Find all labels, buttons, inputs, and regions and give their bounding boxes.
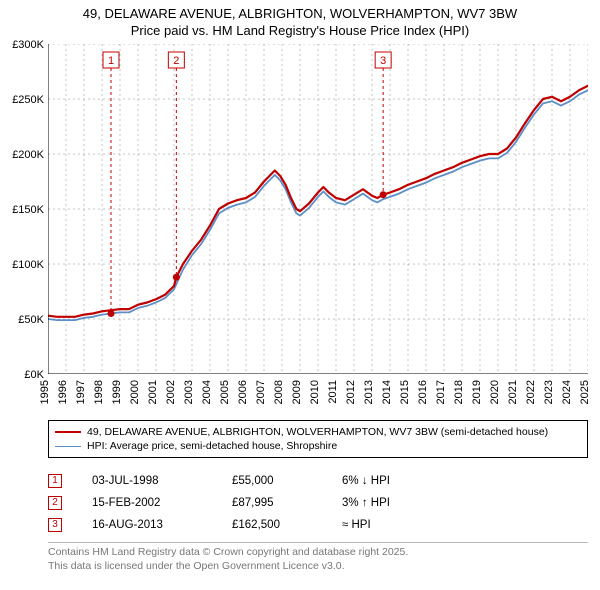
title-line-2: Price paid vs. HM Land Registry's House …: [131, 23, 469, 38]
svg-text:2000: 2000: [129, 380, 141, 404]
svg-text:2018: 2018: [453, 380, 465, 404]
sale-diff: 3% ↑ HPI: [342, 497, 462, 509]
svg-text:1998: 1998: [93, 380, 105, 404]
svg-text:2022: 2022: [525, 380, 537, 404]
legend-item: HPI: Average price, semi-detached house,…: [55, 439, 581, 453]
sale-price: £55,000: [232, 475, 342, 487]
svg-text:2024: 2024: [561, 380, 573, 404]
sale-row: 3 16-AUG-2013 £162,500 ≈ HPI: [48, 514, 588, 536]
svg-text:£100K: £100K: [12, 259, 44, 271]
y-axis-labels: £0K£50K£100K£150K£200K£250K£300K: [0, 44, 48, 374]
svg-text:2023: 2023: [543, 380, 555, 404]
svg-text:3: 3: [380, 55, 386, 67]
chart-title: 49, DELAWARE AVENUE, ALBRIGHTON, WOLVERH…: [0, 0, 600, 42]
svg-text:2003: 2003: [183, 380, 195, 404]
svg-text:1997: 1997: [75, 380, 87, 404]
svg-text:£250K: £250K: [12, 94, 44, 106]
svg-text:1995: 1995: [39, 380, 51, 404]
svg-text:1996: 1996: [57, 380, 69, 404]
legend-swatch: [55, 446, 81, 447]
footer-line-1: Contains HM Land Registry data © Crown c…: [48, 546, 408, 558]
svg-text:2021: 2021: [507, 380, 519, 404]
svg-text:2019: 2019: [471, 380, 483, 404]
sale-price: £87,995: [232, 497, 342, 509]
sale-diff: 6% ↓ HPI: [342, 475, 462, 487]
svg-text:2020: 2020: [489, 380, 501, 404]
sales-table: 1 03-JUL-1998 £55,000 6% ↓ HPI 2 15-FEB-…: [48, 470, 588, 536]
svg-text:2015: 2015: [399, 380, 411, 404]
svg-text:2017: 2017: [435, 380, 447, 404]
svg-text:2008: 2008: [273, 380, 285, 404]
svg-text:£200K: £200K: [12, 149, 44, 161]
legend-swatch: [55, 431, 81, 433]
svg-text:2010: 2010: [309, 380, 321, 404]
legend-item: 49, DELAWARE AVENUE, ALBRIGHTON, WOLVERH…: [55, 425, 581, 439]
sale-row: 2 15-FEB-2002 £87,995 3% ↑ HPI: [48, 492, 588, 514]
svg-text:£0K: £0K: [24, 369, 44, 381]
svg-text:2016: 2016: [417, 380, 429, 404]
svg-text:£50K: £50K: [18, 314, 44, 326]
sale-date: 03-JUL-1998: [92, 475, 232, 487]
svg-text:2013: 2013: [363, 380, 375, 404]
svg-text:2007: 2007: [255, 380, 267, 404]
title-line-1: 49, DELAWARE AVENUE, ALBRIGHTON, WOLVERH…: [83, 6, 517, 21]
sale-date: 16-AUG-2013: [92, 519, 232, 531]
svg-text:2: 2: [173, 55, 179, 67]
sale-diff: ≈ HPI: [342, 519, 462, 531]
footer-line-2: This data is licensed under the Open Gov…: [48, 560, 345, 572]
svg-text:2014: 2014: [381, 380, 393, 404]
svg-text:1: 1: [108, 55, 114, 67]
svg-text:2012: 2012: [345, 380, 357, 404]
x-axis-labels: 1995199619971998199920002001200220032004…: [48, 374, 588, 418]
footer-attribution: Contains HM Land Registry data © Crown c…: [48, 542, 588, 573]
legend-label: HPI: Average price, semi-detached house,…: [87, 440, 337, 452]
sale-marker-box: 2: [48, 496, 62, 510]
svg-text:2011: 2011: [327, 380, 339, 404]
svg-text:2004: 2004: [201, 380, 213, 404]
sale-marker-box: 1: [48, 474, 62, 488]
sale-price: £162,500: [232, 519, 342, 531]
sale-date: 15-FEB-2002: [92, 497, 232, 509]
svg-text:2025: 2025: [579, 380, 591, 404]
svg-text:2002: 2002: [165, 380, 177, 404]
chart-container: 49, DELAWARE AVENUE, ALBRIGHTON, WOLVERH…: [0, 0, 600, 590]
line-chart: 1 2 3: [48, 44, 588, 374]
legend-label: 49, DELAWARE AVENUE, ALBRIGHTON, WOLVERH…: [87, 426, 548, 438]
svg-text:2009: 2009: [291, 380, 303, 404]
svg-text:2006: 2006: [237, 380, 249, 404]
legend: 49, DELAWARE AVENUE, ALBRIGHTON, WOLVERH…: [48, 420, 588, 458]
svg-text:£300K: £300K: [12, 39, 44, 51]
svg-text:2005: 2005: [219, 380, 231, 404]
svg-text:2001: 2001: [147, 380, 159, 404]
svg-text:£150K: £150K: [12, 204, 44, 216]
sale-row: 1 03-JUL-1998 £55,000 6% ↓ HPI: [48, 470, 588, 492]
svg-text:1999: 1999: [111, 380, 123, 404]
sale-marker-box: 3: [48, 518, 62, 532]
